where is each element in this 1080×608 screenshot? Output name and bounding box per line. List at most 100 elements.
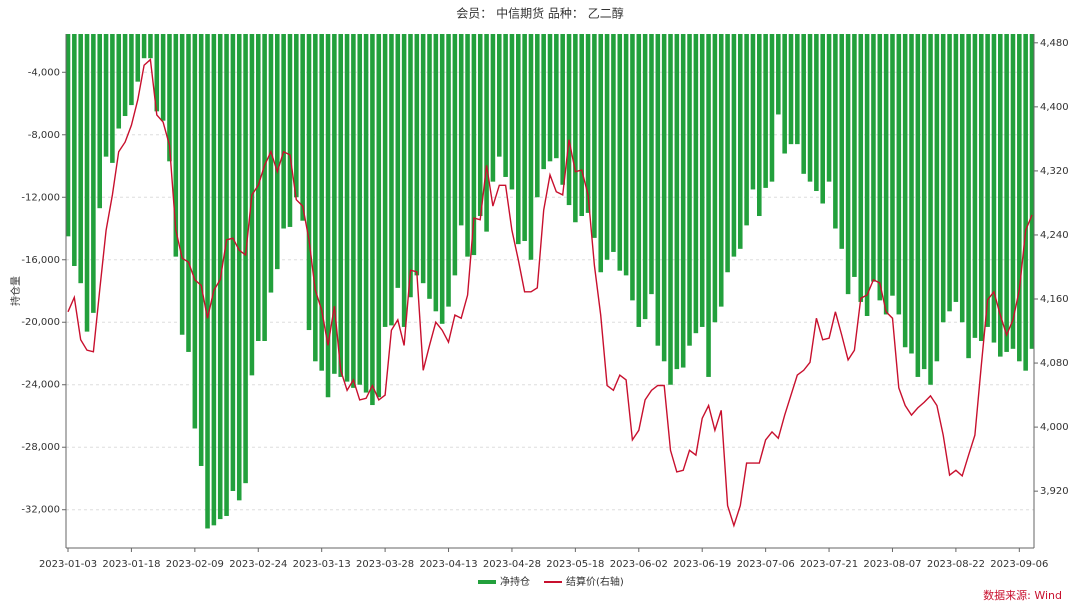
bar [890,34,895,296]
bar [1029,34,1035,349]
bar [414,34,420,276]
x-tick-label: 2023-01-03 [39,559,97,570]
bar [439,34,445,324]
bar [737,34,743,249]
bar [129,34,134,106]
bar [319,34,324,371]
x-tick-label: 2023-04-13 [419,559,477,570]
y2-tick-label: 4,480 [1040,38,1069,49]
bar [427,34,432,299]
bar [750,34,756,190]
bar [1017,34,1022,362]
x-tick-label: 2023-03-28 [356,559,414,570]
source: 数据来源: Wind [983,588,1062,602]
bar [325,34,331,398]
bar [516,34,521,245]
bar [173,34,179,257]
bar [782,34,787,154]
bar [281,34,286,229]
y2-tick-label: 4,240 [1040,230,1069,241]
bar [294,34,299,198]
y-tick-label: -24,000 [21,380,60,391]
bar [148,34,153,59]
bar [966,34,971,359]
bar [1010,34,1016,349]
legend-label: 结算价(右轴) [566,575,624,588]
x-tick-label: 2023-01-18 [102,559,160,570]
y-axis-title: 持仓量 [9,276,22,306]
bar [224,34,229,516]
bar [757,34,762,217]
bar [554,34,559,159]
bar [573,34,578,223]
bar [776,34,781,115]
bar [744,34,749,226]
bar [522,34,527,242]
bar [465,34,470,257]
bar [814,34,819,192]
bar [84,34,90,332]
bar [623,34,629,276]
bar [141,34,147,59]
bar [871,34,876,282]
bar [706,34,711,377]
bar [801,34,806,174]
bar [116,34,122,129]
y-tick-label: -20,000 [21,317,60,328]
y-tick-label: -8,000 [28,130,60,141]
bar [636,34,642,327]
line [67,58,1033,528]
bar [788,34,794,145]
bar [680,34,686,368]
bar [433,34,439,312]
bar [376,34,382,398]
bar [991,34,997,343]
bar [458,34,464,226]
bar [255,34,261,341]
bar [579,34,584,217]
bar [883,34,889,315]
bar [160,34,166,121]
y2-tick-label: 4,000 [1040,422,1069,433]
bar [332,34,337,374]
bar [795,34,800,145]
x-tick-label: 2023-03-13 [293,559,351,570]
bar [382,34,388,327]
bar [395,34,401,288]
x-tick-label: 2023-02-24 [229,559,287,570]
bar [852,34,857,277]
bar [718,34,724,307]
x-tick-label: 2023-06-02 [610,559,668,570]
bar [351,34,356,388]
bar [287,34,293,227]
bar [496,34,502,157]
bar [205,34,210,529]
bar [617,34,623,271]
bar [446,34,451,307]
bar [864,34,870,316]
bar [959,34,965,323]
bar [528,34,534,260]
bar [547,34,553,162]
bar [122,34,128,117]
y2-tick-label: 3,920 [1040,486,1069,497]
bar [420,34,426,284]
bar [566,34,572,206]
bar [452,34,458,276]
bar [179,34,185,335]
bar [97,34,102,209]
bar [192,34,198,429]
bar [687,34,692,346]
bar [72,34,77,267]
bar [934,34,940,362]
bar [477,34,483,217]
bar [947,34,952,312]
bar [1023,34,1028,371]
bar [186,34,191,352]
y-tick-label: -12,000 [21,192,60,203]
y2-tick-label: 4,320 [1040,166,1069,177]
bar [541,34,546,170]
bar [820,34,825,204]
bar [604,34,610,260]
bar [699,34,705,327]
